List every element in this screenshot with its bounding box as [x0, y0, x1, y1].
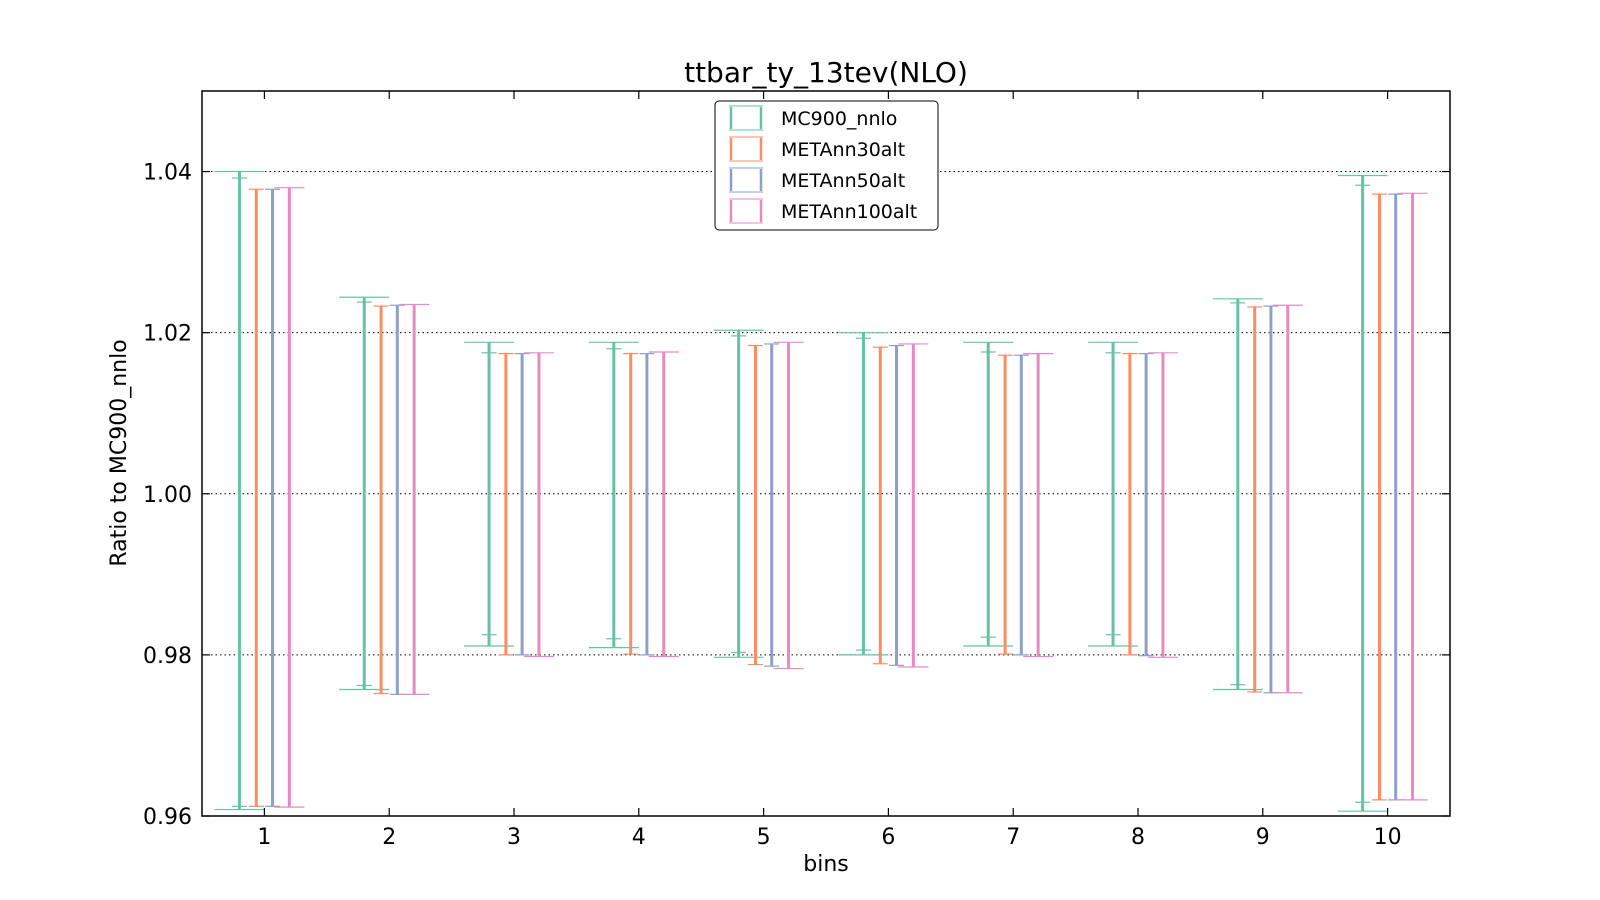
legend: MC900_nnlo METAnn30alt METAnn50alt METAnn10… [714, 100, 939, 231]
grid [202, 171, 1450, 656]
x-tick-label: 7 [1006, 825, 1020, 850]
x-tick-label: 5 [757, 825, 771, 850]
x-tick-label: 2 [382, 825, 396, 850]
y-tick-label: 1.02 [143, 322, 192, 347]
y-tick-label: 0.98 [143, 644, 192, 669]
y-tick-label: 1.04 [143, 161, 192, 186]
legend-item: METAnn100alt [729, 198, 917, 224]
legend-label: METAnn100alt [781, 201, 917, 223]
legend-item: METAnn30alt [729, 136, 905, 162]
legend-label: METAnn30alt [781, 139, 905, 161]
x-axis-label: bins [803, 852, 848, 877]
y-tick-label: 0.96 [143, 805, 192, 830]
y-tick-label: 1.00 [143, 483, 192, 508]
ticks: 0.96 0.98 1.00 1.02 1.04 1 2 3 4 5 6 7 8 9 10 [143, 91, 1450, 850]
x-tick-label: 9 [1256, 825, 1270, 850]
x-tick-label: 4 [632, 825, 646, 850]
legend-label: METAnn50alt [781, 170, 905, 192]
x-tick-label: 6 [881, 825, 895, 850]
legend-item: METAnn50alt [729, 167, 905, 193]
series-METAnn30alt [248, 188, 1387, 807]
x-tick-label: 3 [507, 825, 521, 850]
y-axis-label: Ratio to MC900_nnlo [107, 339, 132, 566]
series-METAnn50alt [265, 188, 1404, 807]
x-tick-label: 1 [257, 825, 271, 850]
legend-label: MC900_nnlo [781, 108, 897, 130]
chart-title: ttbar_ty_13tev(NLO) [684, 56, 968, 89]
x-tick-label: 8 [1131, 825, 1145, 850]
legend-item: MC900_nnlo [729, 105, 897, 131]
plot-frame [201, 90, 1451, 817]
series-layer [214, 170, 1428, 812]
x-tick-label: 10 [1374, 825, 1402, 850]
series-MC900_nnlo [214, 170, 1388, 812]
legend-box [714, 100, 939, 231]
series-METAnn100alt [274, 187, 1428, 808]
